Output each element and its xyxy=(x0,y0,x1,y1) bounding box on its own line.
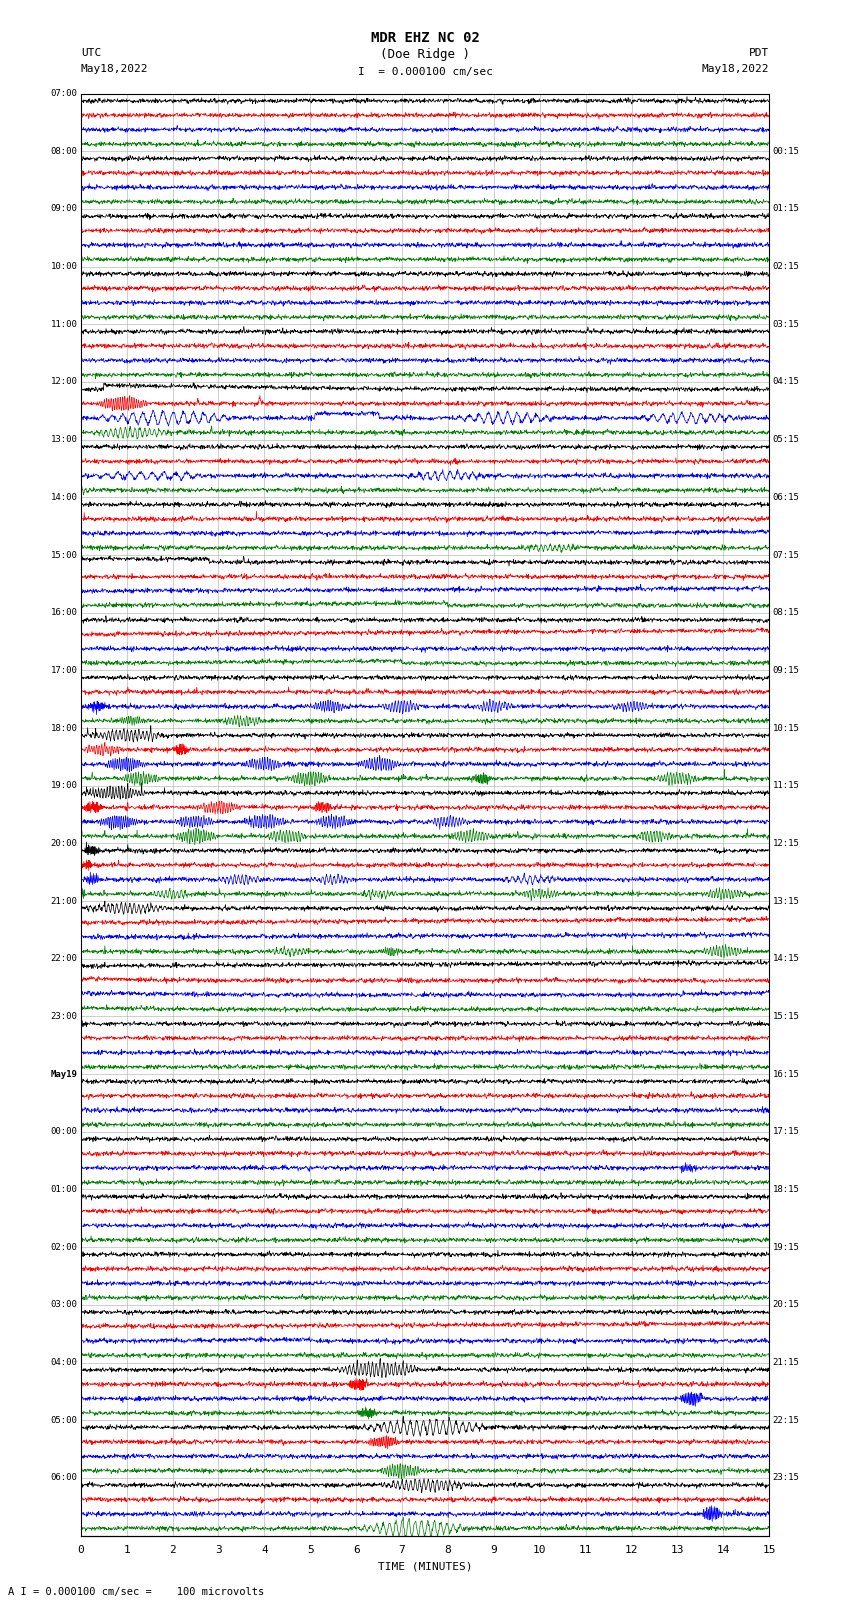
Text: May18,2022: May18,2022 xyxy=(81,65,148,74)
Text: 21:00: 21:00 xyxy=(50,897,77,905)
Text: I  = 0.000100 cm/sec: I = 0.000100 cm/sec xyxy=(358,68,492,77)
Text: 00:15: 00:15 xyxy=(773,147,800,156)
Text: 14:00: 14:00 xyxy=(50,494,77,502)
Text: 18:15: 18:15 xyxy=(773,1186,800,1194)
Text: 19:15: 19:15 xyxy=(773,1242,800,1252)
Text: 03:15: 03:15 xyxy=(773,319,800,329)
Text: MDR EHZ NC 02: MDR EHZ NC 02 xyxy=(371,31,479,45)
Text: 9: 9 xyxy=(490,1545,497,1555)
Text: 09:15: 09:15 xyxy=(773,666,800,674)
Text: 13:00: 13:00 xyxy=(50,436,77,444)
Text: 18:00: 18:00 xyxy=(50,724,77,732)
Text: 17:00: 17:00 xyxy=(50,666,77,674)
Text: 16:15: 16:15 xyxy=(773,1069,800,1079)
Text: 23:00: 23:00 xyxy=(50,1011,77,1021)
Text: 10:00: 10:00 xyxy=(50,261,77,271)
Text: 3: 3 xyxy=(215,1545,222,1555)
Text: 05:00: 05:00 xyxy=(50,1416,77,1424)
Text: 16:00: 16:00 xyxy=(50,608,77,618)
Text: 14: 14 xyxy=(717,1545,730,1555)
Text: 08:00: 08:00 xyxy=(50,147,77,156)
Text: 00:00: 00:00 xyxy=(50,1127,77,1136)
Text: 20:00: 20:00 xyxy=(50,839,77,848)
Text: 0: 0 xyxy=(77,1545,84,1555)
Text: 13:15: 13:15 xyxy=(773,897,800,905)
Text: 08:15: 08:15 xyxy=(773,608,800,618)
Text: 04:15: 04:15 xyxy=(773,377,800,387)
Text: TIME (MINUTES): TIME (MINUTES) xyxy=(377,1561,473,1571)
Text: 06:15: 06:15 xyxy=(773,494,800,502)
Text: 22:15: 22:15 xyxy=(773,1416,800,1424)
Text: 11:15: 11:15 xyxy=(773,781,800,790)
Text: 02:00: 02:00 xyxy=(50,1242,77,1252)
Text: 7: 7 xyxy=(399,1545,405,1555)
Text: 12:15: 12:15 xyxy=(773,839,800,848)
Text: 13: 13 xyxy=(671,1545,684,1555)
Text: 02:15: 02:15 xyxy=(773,261,800,271)
Text: 21:15: 21:15 xyxy=(773,1358,800,1368)
Text: 23:15: 23:15 xyxy=(773,1473,800,1482)
Text: 5: 5 xyxy=(307,1545,314,1555)
Text: 17:15: 17:15 xyxy=(773,1127,800,1136)
Text: 07:15: 07:15 xyxy=(773,550,800,560)
Text: PDT: PDT xyxy=(749,48,769,58)
Text: 1: 1 xyxy=(123,1545,130,1555)
Text: 03:00: 03:00 xyxy=(50,1300,77,1310)
Text: 6: 6 xyxy=(353,1545,360,1555)
Text: UTC: UTC xyxy=(81,48,101,58)
Text: 19:00: 19:00 xyxy=(50,781,77,790)
Text: 15: 15 xyxy=(762,1545,776,1555)
Text: 14:15: 14:15 xyxy=(773,955,800,963)
Text: 10: 10 xyxy=(533,1545,547,1555)
Text: 10:15: 10:15 xyxy=(773,724,800,732)
Text: A I = 0.000100 cm/sec =    100 microvolts: A I = 0.000100 cm/sec = 100 microvolts xyxy=(8,1587,264,1597)
Text: 09:00: 09:00 xyxy=(50,205,77,213)
Text: 01:00: 01:00 xyxy=(50,1186,77,1194)
Text: 15:15: 15:15 xyxy=(773,1011,800,1021)
Text: 12: 12 xyxy=(625,1545,638,1555)
Text: 04:00: 04:00 xyxy=(50,1358,77,1368)
Text: 8: 8 xyxy=(445,1545,451,1555)
Text: 22:00: 22:00 xyxy=(50,955,77,963)
Text: 15:00: 15:00 xyxy=(50,550,77,560)
Text: 01:15: 01:15 xyxy=(773,205,800,213)
Text: 11:00: 11:00 xyxy=(50,319,77,329)
Text: 20:15: 20:15 xyxy=(773,1300,800,1310)
Text: 4: 4 xyxy=(261,1545,268,1555)
Text: 07:00: 07:00 xyxy=(50,89,77,98)
Text: 05:15: 05:15 xyxy=(773,436,800,444)
Text: May19: May19 xyxy=(50,1069,77,1079)
Text: 12:00: 12:00 xyxy=(50,377,77,387)
Text: 2: 2 xyxy=(169,1545,176,1555)
Text: May18,2022: May18,2022 xyxy=(702,65,769,74)
Text: (Doe Ridge ): (Doe Ridge ) xyxy=(380,48,470,61)
Text: 11: 11 xyxy=(579,1545,592,1555)
Text: 06:00: 06:00 xyxy=(50,1473,77,1482)
